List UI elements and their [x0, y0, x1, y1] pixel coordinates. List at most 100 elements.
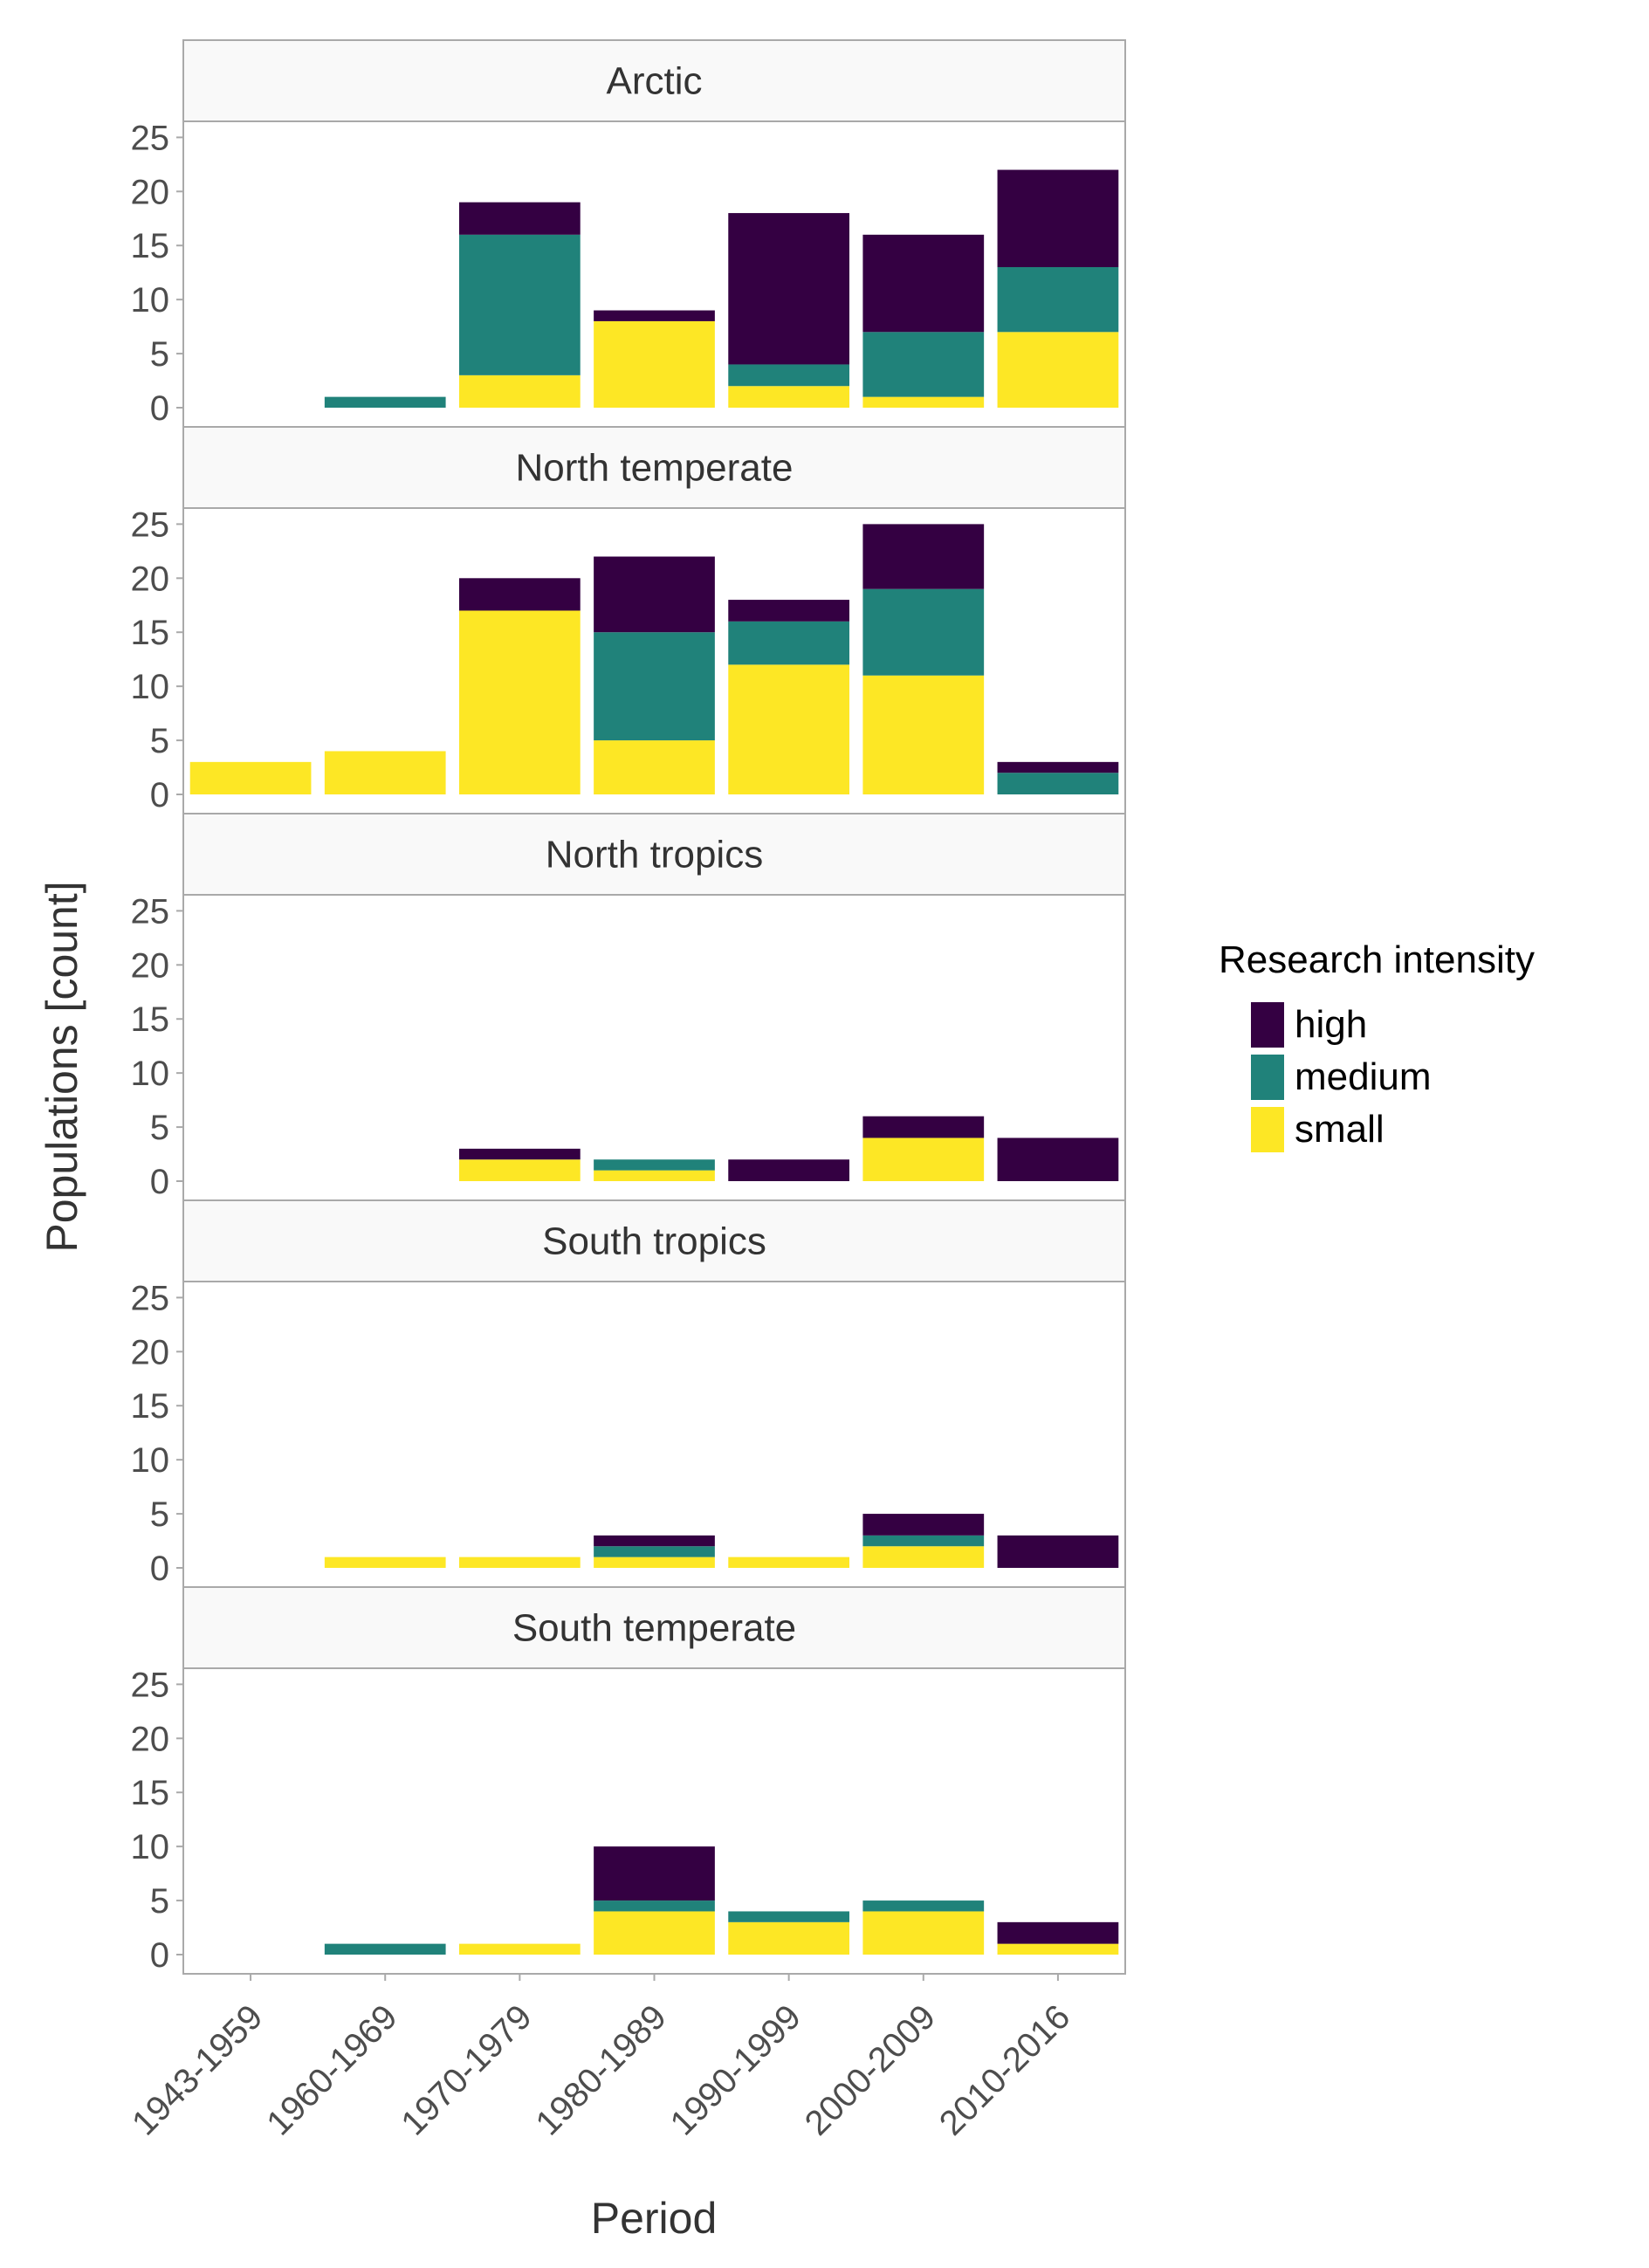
strip-label: North tropics	[546, 834, 763, 876]
bar-south-tropics-2000-2009-small	[862, 1546, 985, 1568]
panel-south-tropics: South tropics 0 5 10 15 20 25	[131, 1199, 1126, 1588]
bar-north-temperate-1980-1989-medium	[594, 632, 715, 741]
bar-north-temperate-1943-1959-small	[189, 761, 312, 794]
bar-south-tropics-1980-1989-small	[594, 1557, 715, 1568]
bar-arctic-2000-2009-high	[862, 234, 985, 333]
bar-north-temperate-1990-1999-medium	[728, 621, 850, 665]
bar-north-temperate-2010-2016-high	[997, 761, 1119, 773]
x-axis-title: Period	[591, 2194, 718, 2243]
strip-background	[182, 1586, 1126, 1669]
bar-north-temperate-1970-1979-high	[458, 578, 581, 611]
bar-north-temperate-2000-2009-medium	[862, 588, 985, 676]
bar-north-tropics-2010-2016-high	[997, 1137, 1119, 1181]
y-tick-label: 20	[131, 1720, 170, 1758]
y-tick-label: 0	[150, 776, 169, 814]
bar-south-temperate-2010-2016-small	[997, 1943, 1119, 1955]
bar-arctic-1970-1979-medium	[458, 234, 581, 375]
y-tick-label: 20	[131, 560, 170, 598]
bar-arctic-2010-2016-medium	[997, 267, 1119, 333]
strip-background	[182, 426, 1126, 509]
bar-south-temperate-1980-1989-small	[594, 1911, 715, 1955]
bar-north-temperate-2010-2016-medium	[997, 773, 1119, 794]
y-tick-label: 15	[131, 1000, 170, 1039]
y-tick-label: 20	[131, 1333, 170, 1371]
y-axis-title: Populations [count]	[38, 881, 86, 1252]
y-tick-label: 25	[131, 1279, 170, 1317]
y-tick-label: 20	[131, 946, 170, 985]
bar-arctic-2010-2016-small	[997, 332, 1119, 408]
bar-north-tropics-1970-1979-small	[458, 1159, 581, 1181]
legend: Research intensity high medium small	[1219, 938, 1535, 1152]
bar-south-temperate-2000-2009-small	[862, 1911, 985, 1955]
bar-south-tropics-1980-1989-high	[594, 1535, 715, 1547]
bar-south-tropics-1980-1989-medium	[594, 1546, 715, 1557]
bar-south-temperate-1980-1989-medium	[594, 1900, 715, 1912]
y-tick-label: 0	[150, 1936, 169, 1975]
legend-label-high: high	[1295, 1003, 1367, 1046]
y-tick-label: 25	[131, 119, 170, 157]
y-tick-label: 25	[131, 892, 170, 931]
legend-label-medium: medium	[1295, 1055, 1432, 1098]
y-tick-label: 15	[131, 1387, 170, 1426]
bar-north-temperate-1980-1989-small	[594, 740, 715, 794]
strip-label: South temperate	[512, 1607, 796, 1650]
panels: Arctic 0 5 10 15 20 25 North temperate 0 5 10 15 20 2…	[131, 39, 1126, 1975]
legend-key-small	[1251, 1107, 1284, 1152]
x-tick-label: 1970-1979	[394, 1997, 539, 2142]
bar-north-temperate-2000-2009-small	[862, 675, 985, 794]
bar-arctic-1990-1999-medium	[728, 364, 850, 387]
bar-north-temperate-1990-1999-small	[728, 664, 850, 794]
y-tick-label: 15	[131, 227, 170, 265]
strip-label: Arctic	[607, 60, 703, 103]
strip-background	[182, 813, 1126, 896]
bar-south-temperate-1990-1999-small	[728, 1921, 850, 1955]
bar-south-temperate-2000-2009-medium	[862, 1900, 985, 1912]
y-tick-label: 10	[131, 281, 170, 320]
x-tick-label: 2000-2009	[798, 1997, 943, 2142]
strip-background	[182, 39, 1126, 122]
bar-arctic-1980-1989-small	[594, 320, 715, 408]
bar-arctic-1970-1979-small	[458, 375, 581, 408]
bar-arctic-1970-1979-high	[458, 202, 581, 235]
bar-arctic-1990-1999-high	[728, 213, 850, 365]
bar-north-tropics-1970-1979-high	[458, 1148, 581, 1160]
y-tick-label: 25	[131, 1666, 170, 1704]
legend-title: Research intensity	[1219, 938, 1535, 981]
bar-north-temperate-2000-2009-high	[862, 524, 985, 589]
bar-south-tropics-1970-1979-small	[458, 1557, 581, 1568]
y-tick-label: 5	[150, 1882, 169, 1921]
y-tick-label: 25	[131, 505, 170, 544]
strip-label: South tropics	[542, 1220, 766, 1263]
y-tick-label: 10	[131, 1828, 170, 1866]
panel-arctic: Arctic 0 5 10 15 20 25	[131, 39, 1126, 428]
bar-north-temperate-1960-1969-small	[324, 751, 446, 794]
strip-label: North temperate	[516, 447, 794, 490]
y-tick-label: 0	[150, 1550, 169, 1588]
bar-north-temperate-1980-1989-high	[594, 556, 715, 633]
y-tick-label: 10	[131, 668, 170, 706]
bar-south-tropics-2010-2016-high	[997, 1535, 1119, 1568]
bar-north-tropics-1990-1999-high	[728, 1159, 850, 1181]
bar-south-temperate-1970-1979-small	[458, 1943, 581, 1955]
x-tick-label: 1980-1989	[528, 1997, 673, 2142]
bar-arctic-1960-1969-medium	[324, 396, 446, 408]
y-tick-label: 0	[150, 1163, 169, 1201]
y-tick-label: 5	[150, 1495, 169, 1534]
y-tick-label: 0	[150, 389, 169, 428]
x-tick-label: 2010-2016	[932, 1997, 1077, 2142]
bar-arctic-1990-1999-small	[728, 386, 850, 408]
legend-key-medium	[1251, 1055, 1284, 1100]
y-tick-label: 5	[150, 335, 169, 374]
y-tick-label: 15	[131, 1774, 170, 1812]
legend-label-small: small	[1295, 1108, 1384, 1151]
y-tick-label: 5	[150, 1109, 169, 1147]
x-tick-label: 1960-1969	[259, 1997, 404, 2142]
bar-north-temperate-1990-1999-high	[728, 600, 850, 622]
bar-south-temperate-1980-1989-high	[594, 1846, 715, 1901]
x-tick-label: 1943-1959	[125, 1997, 270, 2142]
bar-south-tropics-1960-1969-small	[324, 1557, 446, 1568]
y-tick-label: 10	[131, 1441, 170, 1480]
bar-south-tropics-2000-2009-medium	[862, 1535, 985, 1547]
strip-background	[182, 1199, 1126, 1282]
